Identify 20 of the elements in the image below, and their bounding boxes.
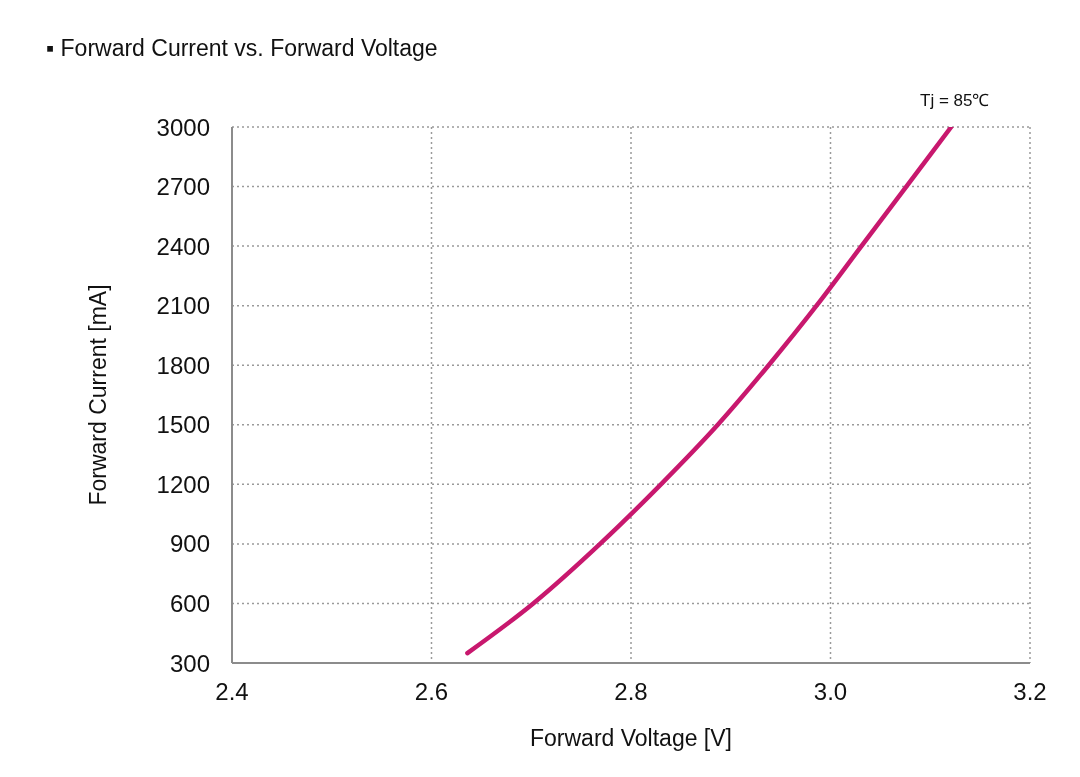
x-tick-label: 3.2	[1013, 678, 1047, 706]
y-tick-label: 600	[169, 589, 210, 617]
text: Tj = 85℃	[920, 90, 990, 112]
y-tick-label: 1800	[156, 351, 210, 379]
line-series	[465, 127, 954, 656]
x-tick-label: 2.8	[614, 678, 648, 706]
y-tick-label: 300	[169, 649, 210, 677]
y-tick-label: 2100	[156, 292, 210, 320]
y-tick-label: 3000	[156, 113, 210, 141]
x-tick-label: 2.4	[215, 678, 249, 706]
y-axis-title: Forward Current [mA]	[85, 284, 111, 506]
x-tick-label: 3.0	[813, 678, 848, 706]
y-tick-label: 2400	[156, 232, 210, 260]
chart-title: ▪ Forward Current vs. Forward Voltage	[46, 34, 438, 62]
x-tick-label: 2.6	[414, 678, 449, 706]
y-tick-label: 900	[169, 530, 210, 558]
y-tick-label: 1500	[156, 411, 210, 439]
y-tick-label: 1200	[156, 470, 210, 498]
y-tick-label: 2700	[156, 173, 210, 201]
x-axis-title: Forward Voltage [V]	[530, 725, 732, 751]
